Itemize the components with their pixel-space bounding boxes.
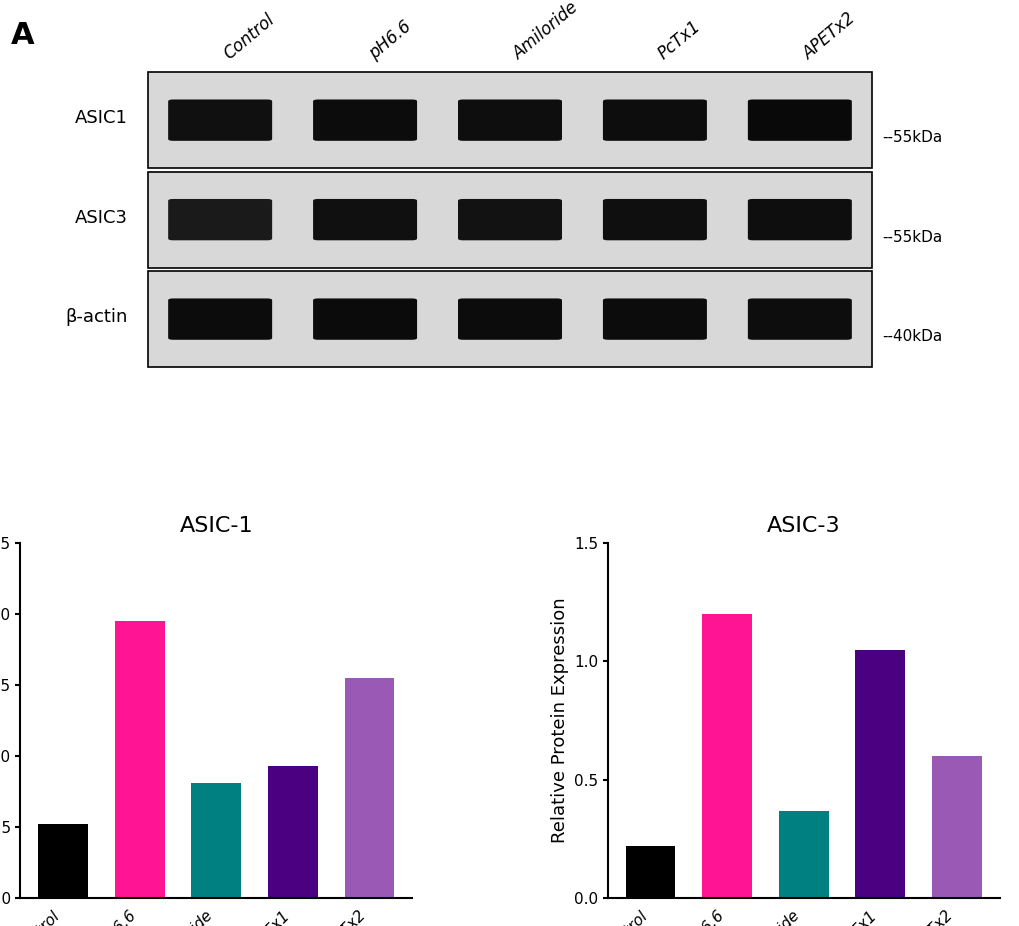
FancyBboxPatch shape [313, 298, 417, 340]
Bar [702, 614, 751, 898]
Text: --40kDa: --40kDa [881, 330, 942, 344]
Bar [779, 810, 827, 898]
Y-axis label: Relative Protein Expression: Relative Protein Expression [550, 598, 568, 844]
FancyBboxPatch shape [148, 271, 871, 367]
FancyBboxPatch shape [747, 298, 851, 340]
Text: pH6.6: pH6.6 [365, 18, 414, 63]
FancyBboxPatch shape [747, 199, 851, 241]
FancyBboxPatch shape [168, 99, 272, 141]
Text: --55kDa: --55kDa [881, 131, 942, 145]
FancyBboxPatch shape [602, 199, 706, 241]
FancyBboxPatch shape [313, 99, 417, 141]
Bar [855, 649, 904, 898]
Bar [115, 621, 164, 898]
Bar [931, 757, 981, 898]
Text: --55kDa: --55kDa [881, 230, 942, 244]
Text: ASIC1: ASIC1 [75, 109, 128, 128]
FancyBboxPatch shape [458, 298, 561, 340]
FancyBboxPatch shape [148, 171, 871, 268]
Text: Amiloride: Amiloride [510, 0, 582, 63]
FancyBboxPatch shape [747, 99, 851, 141]
Text: APETx2: APETx2 [799, 9, 858, 63]
Bar [344, 678, 394, 898]
Title: ASIC-1: ASIC-1 [179, 516, 253, 536]
FancyBboxPatch shape [168, 199, 272, 241]
Bar [625, 846, 675, 898]
FancyBboxPatch shape [148, 72, 871, 169]
FancyBboxPatch shape [458, 99, 561, 141]
Text: A: A [10, 20, 35, 50]
FancyBboxPatch shape [602, 99, 706, 141]
FancyBboxPatch shape [458, 199, 561, 241]
FancyBboxPatch shape [602, 298, 706, 340]
Bar [268, 766, 317, 898]
FancyBboxPatch shape [313, 199, 417, 241]
Text: PcTx1: PcTx1 [654, 18, 704, 63]
Text: Control: Control [220, 11, 278, 63]
Bar [38, 824, 88, 898]
Title: ASIC-3: ASIC-3 [766, 516, 840, 536]
Text: ASIC3: ASIC3 [75, 209, 128, 227]
Bar [192, 783, 240, 898]
Text: β-actin: β-actin [65, 308, 128, 326]
FancyBboxPatch shape [168, 298, 272, 340]
